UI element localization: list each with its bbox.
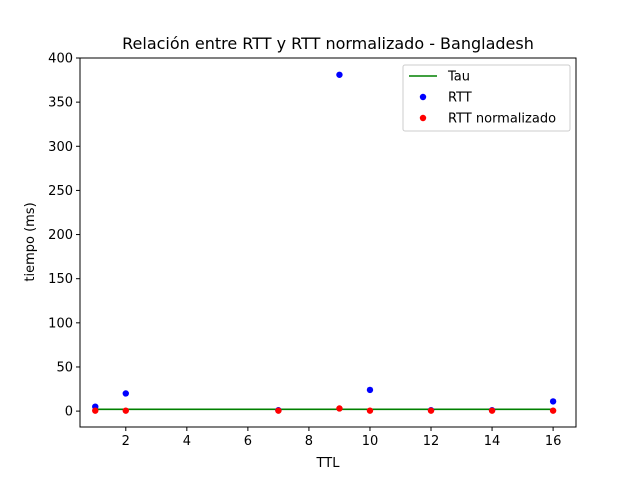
y-tick-label: 350 [48, 96, 73, 111]
rtt-normalizado-point [275, 407, 282, 414]
rtt-point [549, 398, 557, 405]
y-tick-label: 150 [48, 272, 73, 287]
axes-frame [79, 57, 577, 428]
y-tick-label: 50 [56, 360, 73, 375]
x-tick-label: 4 [183, 434, 191, 449]
y-tick-label: 0 [65, 405, 73, 420]
legend-box [402, 64, 571, 132]
y-tick-label: 250 [48, 184, 73, 199]
rtt-point [366, 386, 374, 394]
rtt-normalizado-point [427, 407, 435, 414]
x-tick-label: 12 [423, 434, 440, 449]
rtt-normalizado-point [336, 405, 343, 412]
x-axis-label: TTL [316, 456, 341, 471]
x-tick-label: 14 [484, 434, 501, 449]
rtt-normalizado-point [92, 407, 99, 414]
legend-entry-rtt-normalizado-marker [419, 114, 427, 122]
legend: Tau RTT RTT normalizado [402, 64, 571, 132]
legend-entry-tau-label: Tau [447, 70, 470, 85]
y-axis-label: tiempo (ms) [23, 202, 38, 281]
legend-entry-rtt-marker [419, 93, 427, 101]
rtt-point [336, 71, 343, 78]
legend-entry-rtt-normalizado-label: RTT normalizado [448, 112, 556, 127]
rtt-normalizado-point [366, 407, 374, 414]
legend-entry-rtt-label: RTT [448, 91, 472, 106]
x-tick-label: 8 [305, 434, 313, 449]
rtt-normalizado-point [549, 407, 557, 414]
x-tick-label: 10 [362, 434, 379, 449]
x-tick-label: 6 [244, 434, 252, 449]
y-tick-label: 400 [48, 52, 73, 67]
rtt-normalizado-point [488, 407, 496, 414]
chart-title: Relación entre RTT y RTT normalizado - B… [122, 34, 534, 53]
x-tick-label: 2 [122, 434, 130, 449]
rtt-point [122, 390, 129, 397]
plot-area: 2 4 6 8 10 12 14 16 0 50 100 150 200 250 300 350 400 [48, 52, 577, 449]
rtt-normalizado-point [122, 407, 129, 414]
y-tick-label: 200 [48, 228, 73, 243]
y-tick-label: 300 [48, 140, 73, 155]
y-tick-label: 100 [48, 316, 73, 331]
x-tick-label: 16 [545, 434, 562, 449]
